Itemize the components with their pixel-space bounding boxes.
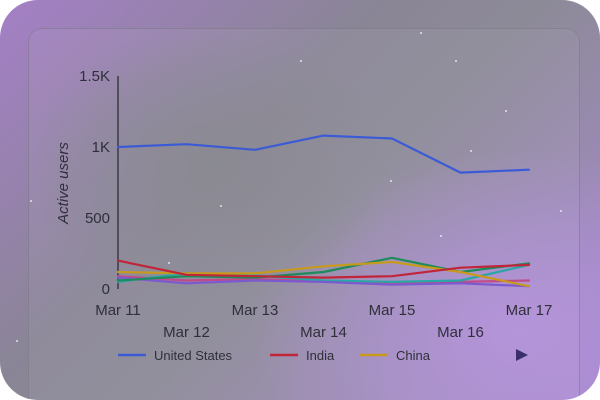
star xyxy=(16,340,18,342)
star xyxy=(440,235,442,237)
y-tick-label: 1K xyxy=(92,139,110,156)
x-tick-label: Mar 13 xyxy=(232,302,279,319)
y-tick-label: 500 xyxy=(85,210,110,227)
y-axis-label: Active users xyxy=(55,142,72,225)
series-line xyxy=(116,259,531,279)
star xyxy=(30,200,32,202)
y-tick-label: 1.5K xyxy=(79,68,110,85)
star xyxy=(420,32,422,34)
chart-card xyxy=(28,28,580,400)
legend-next-button[interactable] xyxy=(516,349,528,361)
series-line xyxy=(116,260,531,288)
x-tick-label: Mar 17 xyxy=(506,302,553,319)
star xyxy=(470,150,472,152)
star xyxy=(455,60,457,62)
series-line xyxy=(116,276,531,288)
y-ticks: 0 500 1K 1.5K xyxy=(79,68,110,298)
star xyxy=(300,60,302,62)
series-lines xyxy=(116,134,531,288)
triangle-right-icon xyxy=(516,349,528,361)
x-tick-label: Mar 16 xyxy=(437,324,484,341)
x-ticks: Mar 11 Mar 13 Mar 15 Mar 17 Mar 12 Mar 14 Mar … xyxy=(95,302,552,341)
series-line xyxy=(116,134,531,174)
x-tick-label: Mar 12 xyxy=(163,324,210,341)
x-tick-label: Mar 14 xyxy=(300,324,347,341)
legend: United States India China xyxy=(118,348,431,363)
star xyxy=(505,110,507,112)
star xyxy=(560,210,562,212)
legend-entry: India xyxy=(306,348,335,363)
legend-entry: China xyxy=(396,348,431,363)
legend-entry: United States xyxy=(154,348,233,363)
x-tick-label: Mar 11 xyxy=(95,302,141,319)
x-tick-label: Mar 15 xyxy=(369,302,416,319)
star xyxy=(168,262,170,264)
star xyxy=(390,180,392,182)
y-tick-label: 0 xyxy=(102,281,110,298)
star xyxy=(220,205,222,207)
